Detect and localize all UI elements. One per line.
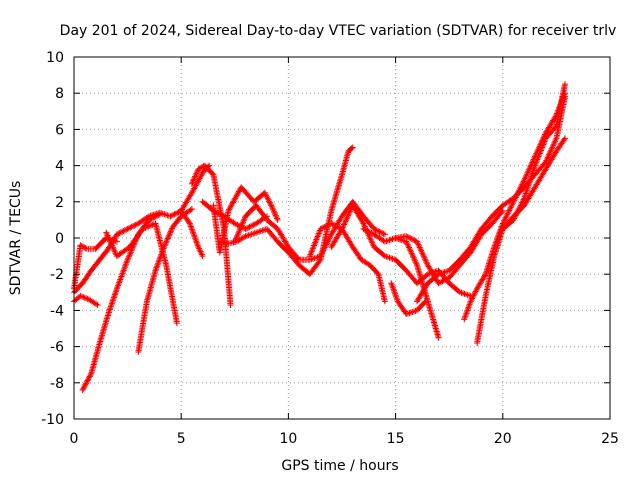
axis-ticks: 0 5 10 15 20 25 -10 -8 -6 -4 -2 0 2 4 6 8 10 [41,50,619,447]
y-tick-label: 4 [55,159,64,175]
series-markers [71,292,101,308]
series-markers [231,198,388,263]
x-tick-label: 15 [387,431,405,447]
chart-title: Day 201 of 2024, Sidereal Day-to-day VTE… [60,23,617,39]
series-markers [210,184,281,256]
series-markers [178,207,206,260]
series-markers [499,81,568,232]
y-tick-label: 8 [55,86,64,102]
data-marks [71,81,568,393]
x-tick-label: 25 [601,431,619,447]
y-tick-label: -6 [50,340,64,356]
series-sat-track-21 [499,81,568,232]
x-tick-label: 0 [70,431,79,447]
series-sat-track-10 [210,184,281,256]
series-markers [328,202,474,299]
series-markers [461,90,568,323]
series-markers [388,280,429,317]
series-sat-track-19 [461,90,568,323]
series-markers [103,220,180,327]
series-sat-track-17 [392,235,442,341]
series-sat-track-13 [306,220,388,305]
x-tick-label: 5 [177,431,186,447]
y-tick-label: 2 [55,195,64,211]
series-markers [360,207,506,287]
y-tick-label: -4 [50,303,64,319]
y-tick-label: 6 [55,122,64,138]
series-markers [216,144,356,278]
series-sat-track-14 [328,202,474,299]
series-markers [306,220,388,305]
y-tick-label: -2 [50,267,64,283]
y-tick-label: -8 [50,376,64,392]
series-sat-track-12 [231,198,388,263]
series-markers [392,235,442,341]
y-tick-label: -10 [41,412,64,428]
series-sat-track-20 [474,135,568,346]
y-tick-label: 10 [46,50,64,66]
x-tick-label: 10 [279,431,297,447]
series-markers [474,135,568,346]
series-sat-track-5 [103,220,180,327]
series-sat-track-16 [388,280,429,317]
y-axis-label: SDTVAR / TECUs [8,181,24,296]
series-sat-track-15 [360,207,506,287]
y-tick-label: 0 [55,231,64,247]
series-sat-track-6 [135,206,195,355]
series-sat-track-3 [71,292,101,308]
x-axis-label: GPS time / hours [281,458,398,474]
x-tick-label: 20 [494,431,512,447]
series-markers [135,206,195,355]
series-sat-track-11 [216,144,356,278]
series-sat-track-8 [178,207,206,260]
grid-layer [74,57,610,419]
